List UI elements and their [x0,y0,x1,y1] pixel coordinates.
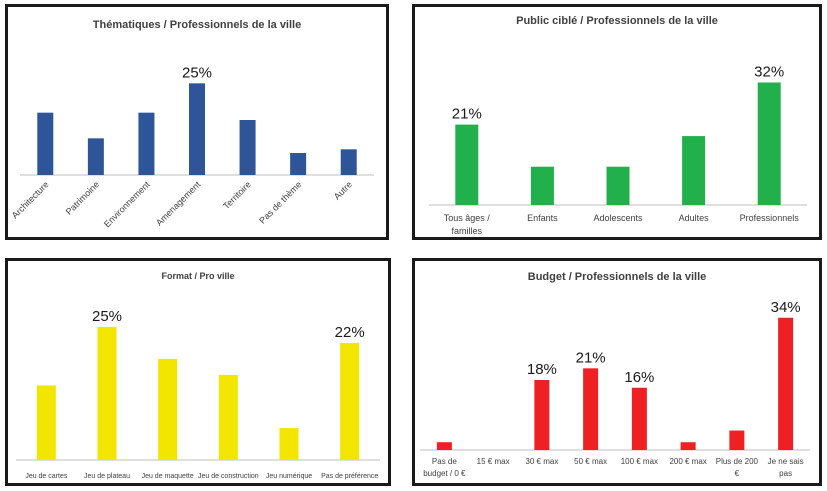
x-tick-label: Enfants [527,213,558,223]
bar [455,124,479,205]
x-tick-label: 15 € max [477,457,510,466]
chart-svg: 21% Tous âges / familles Enfants Adolescents… [429,63,807,236]
data-label: 18% [527,361,557,378]
x-tick-label: Jeu de plateau [84,473,130,480]
chart-panel-public: Public ciblé / Professionnels de la vill… [412,4,822,240]
bar [340,342,360,460]
x-tick-label: Territoire [221,179,253,211]
x-tick-label: Tous âges / familles [444,213,491,236]
data-label: 22% [335,324,365,341]
chart-panel-thematiques: Thématiques / Professionnels de la ville… [5,4,389,240]
bar [436,442,452,450]
bar [631,387,647,450]
data-label: 25% [92,308,122,325]
data-label: 16% [624,369,654,386]
bar [218,374,238,460]
bar [279,428,299,460]
bar [37,112,54,175]
chart-svg: Jeu de cartes 25% Jeu de plateau Jeu de maq… [16,308,380,480]
x-tick-label: Professionnels [740,213,800,223]
bar [534,380,550,450]
x-tick-label: Adolescents [593,213,643,223]
bar [239,120,256,175]
x-tick-label: 200 € max [669,457,706,466]
x-tick-label: Pas de thème [257,179,303,225]
x-tick-label: Plus de 200 € [716,457,759,478]
bar [290,153,307,175]
x-tick-label: Amenagement [154,179,203,228]
x-tick-label: Jeu numérique [266,473,312,480]
bar [158,358,178,460]
bar [340,149,357,175]
x-tick-label: Architecture [10,179,51,220]
data-label: 34% [771,299,801,316]
bar [583,368,599,450]
chart-panel-format: Format / Pro ville Jeu de cartes 25% Jeu d… [5,258,391,486]
bar [36,385,56,460]
bar [682,136,706,205]
x-tick-label: Environnement [102,179,152,229]
data-label: 32% [754,63,784,80]
x-tick-label: 50 € max [574,457,607,466]
chart-title: Public ciblé / Professionnels de la vill… [516,15,718,27]
chart-title: Thématiques / Professionnels de la ville [92,19,302,31]
bar [729,430,745,450]
x-tick-label: Adultes [679,213,710,223]
x-tick-label: 30 € max [525,457,558,466]
x-tick-label: Je ne sais pas [768,457,804,478]
bar [757,82,781,205]
x-tick-label: Pas de préférence [321,473,378,480]
chart-panel-budget: Budget / Professionnels de la ville Pas … [412,258,822,486]
data-label: 25% [182,64,212,81]
data-label: 21% [576,349,606,366]
chart-svg: Architecture Patrimoine Environnement 25% Am… [10,64,374,229]
bar [189,83,205,175]
chart-title: Format / Pro ville [161,271,235,281]
bar [87,138,104,175]
x-tick-label: Jeu de cartes [25,473,68,480]
bar [606,166,630,205]
x-tick-label: 100 € max [621,457,658,466]
data-label: 21% [452,106,482,123]
bar [97,326,117,460]
chart-svg: Pas de budget / 0 € 15 € max 18% 30 € max 21%… [420,299,810,478]
bar [530,166,554,205]
chart-title: Budget / Professionnels de la ville [527,271,707,283]
bar [680,442,696,450]
bar [138,112,155,175]
x-tick-label: Pas de budget / 0 € [423,457,466,478]
x-tick-label: Jeu de construction [198,473,259,480]
bar [778,317,794,450]
x-tick-label: Autre [332,179,354,201]
x-tick-label: Jeu de maquette [142,473,194,480]
x-tick-label: Patrimoine [64,179,101,216]
